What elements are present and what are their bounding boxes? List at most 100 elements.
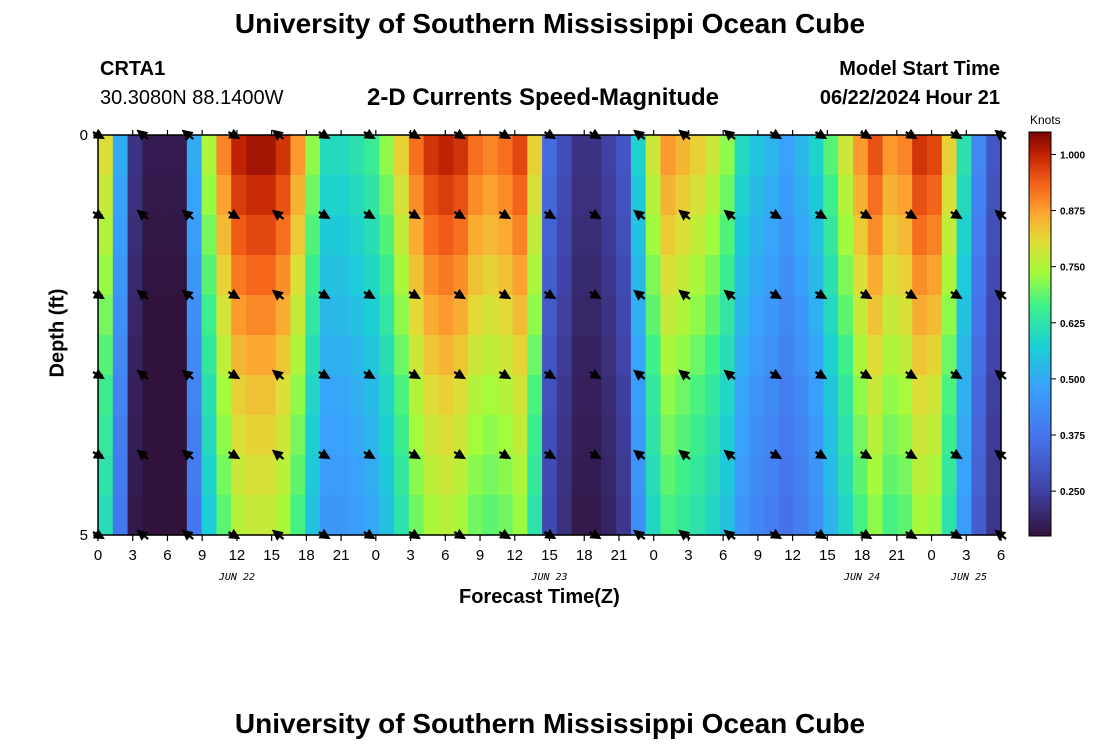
heatmap-cell — [882, 295, 898, 336]
current-arrow — [498, 448, 512, 460]
heatmap-cell — [527, 295, 543, 336]
page-title: University of Southern Mississippi Ocean… — [234, 8, 866, 39]
heatmap-cell — [497, 455, 514, 496]
heatmap-cell — [512, 135, 528, 176]
current-arrow — [498, 208, 512, 220]
heatmap-cell — [926, 175, 943, 216]
heatmap-cell — [912, 495, 928, 536]
heatmap-cell — [941, 415, 958, 456]
heatmap-cell — [290, 215, 306, 256]
heatmap-cell — [231, 415, 247, 456]
heatmap-cell — [231, 295, 247, 336]
heatmap-cell — [601, 215, 617, 256]
heatmap-cell — [734, 255, 750, 296]
heatmap-cell — [571, 215, 588, 256]
heatmap-cell — [971, 255, 987, 296]
heatmap-cell — [645, 415, 662, 456]
heatmap-cell — [645, 175, 662, 216]
heatmap-cell — [941, 175, 958, 216]
heatmap-cell — [616, 215, 632, 256]
y-tick-label: 0 — [80, 127, 88, 144]
heatmap-cell — [542, 495, 558, 536]
current-arrow — [814, 208, 828, 220]
heatmap-cell — [690, 135, 706, 176]
heatmap-cell — [793, 295, 810, 336]
heatmap-cell — [734, 215, 750, 256]
heatmap-cell — [497, 135, 514, 176]
heatmap-cell — [512, 495, 528, 536]
heatmap-cell — [823, 295, 839, 336]
heatmap-cell — [616, 335, 632, 376]
heatmap-cell — [956, 135, 972, 176]
current-arrow — [408, 368, 421, 380]
heatmap-cell — [246, 175, 262, 216]
current-arrow — [318, 288, 331, 300]
heatmap-cell — [793, 375, 810, 416]
heatmap-cell — [290, 295, 306, 336]
x-tick-label: 3 — [129, 547, 137, 564]
heatmap-cell — [616, 375, 632, 416]
heatmap-cell — [823, 375, 839, 416]
heatmap-cell — [690, 455, 706, 496]
heatmap-cell — [186, 295, 203, 336]
heatmap-cell — [616, 255, 632, 296]
heatmap-cell — [571, 415, 588, 456]
heatmap-cell — [571, 495, 588, 536]
heatmap-cell — [275, 175, 292, 216]
heatmap-cell — [497, 415, 514, 456]
heatmap-cell — [512, 215, 528, 256]
heatmap-cell — [719, 415, 736, 456]
heatmap-cell — [882, 495, 898, 536]
heatmap-cell — [172, 335, 188, 376]
heatmap-cell — [142, 295, 158, 336]
heatmap-cell — [423, 135, 440, 176]
x-tick-label: 21 — [888, 547, 905, 564]
heatmap-cell — [912, 175, 928, 216]
heatmap-cell — [630, 455, 647, 496]
heatmap-cell — [394, 135, 410, 176]
heatmap-cell — [882, 335, 898, 376]
heatmap-cell — [823, 255, 839, 296]
heatmap-cell — [142, 335, 158, 376]
heatmap-cell — [704, 335, 721, 376]
x-tick-label: 18 — [854, 547, 871, 564]
heatmap-cell — [157, 495, 173, 536]
current-arrow — [543, 288, 557, 300]
current-arrow — [136, 209, 149, 221]
heatmap-cell — [364, 495, 380, 536]
heatmap-cell — [127, 175, 144, 216]
heatmap-cell — [601, 295, 617, 336]
heatmap-cell — [512, 455, 528, 496]
heatmap-cell — [586, 335, 602, 376]
heatmap-cell — [112, 255, 129, 296]
heatmap-cell — [867, 255, 884, 296]
heatmap-cell — [704, 135, 721, 176]
x-tick-label: 6 — [441, 547, 449, 564]
heatmap-cell — [556, 495, 573, 536]
heatmap-cell — [912, 415, 928, 456]
heatmap-cell — [186, 255, 203, 296]
heatmap-cell — [379, 455, 395, 496]
date-label: JUN 24 — [843, 572, 880, 583]
heatmap-cell — [601, 175, 617, 216]
current-arrow — [363, 368, 376, 380]
heatmap-cell — [926, 455, 943, 496]
heatmap-cell — [971, 375, 987, 416]
heatmap-cell — [112, 175, 129, 216]
heatmap-cell — [320, 295, 336, 336]
heatmap-cell — [231, 455, 247, 496]
heatmap-cell — [897, 455, 913, 496]
heatmap-cell — [497, 495, 514, 536]
heatmap-cell — [201, 415, 218, 456]
current-arrow — [136, 449, 149, 461]
x-tick-label: 6 — [163, 547, 171, 564]
heatmap-cell — [542, 415, 558, 456]
heatmap-cell — [127, 455, 144, 496]
current-arrow — [678, 449, 691, 461]
heatmap-cell — [675, 495, 691, 536]
heatmap-cell — [349, 415, 366, 456]
heatmap-cell — [897, 175, 913, 216]
heatmap-cell — [808, 255, 824, 296]
x-tick-label: 9 — [754, 547, 762, 564]
heatmap-cell — [778, 295, 795, 336]
